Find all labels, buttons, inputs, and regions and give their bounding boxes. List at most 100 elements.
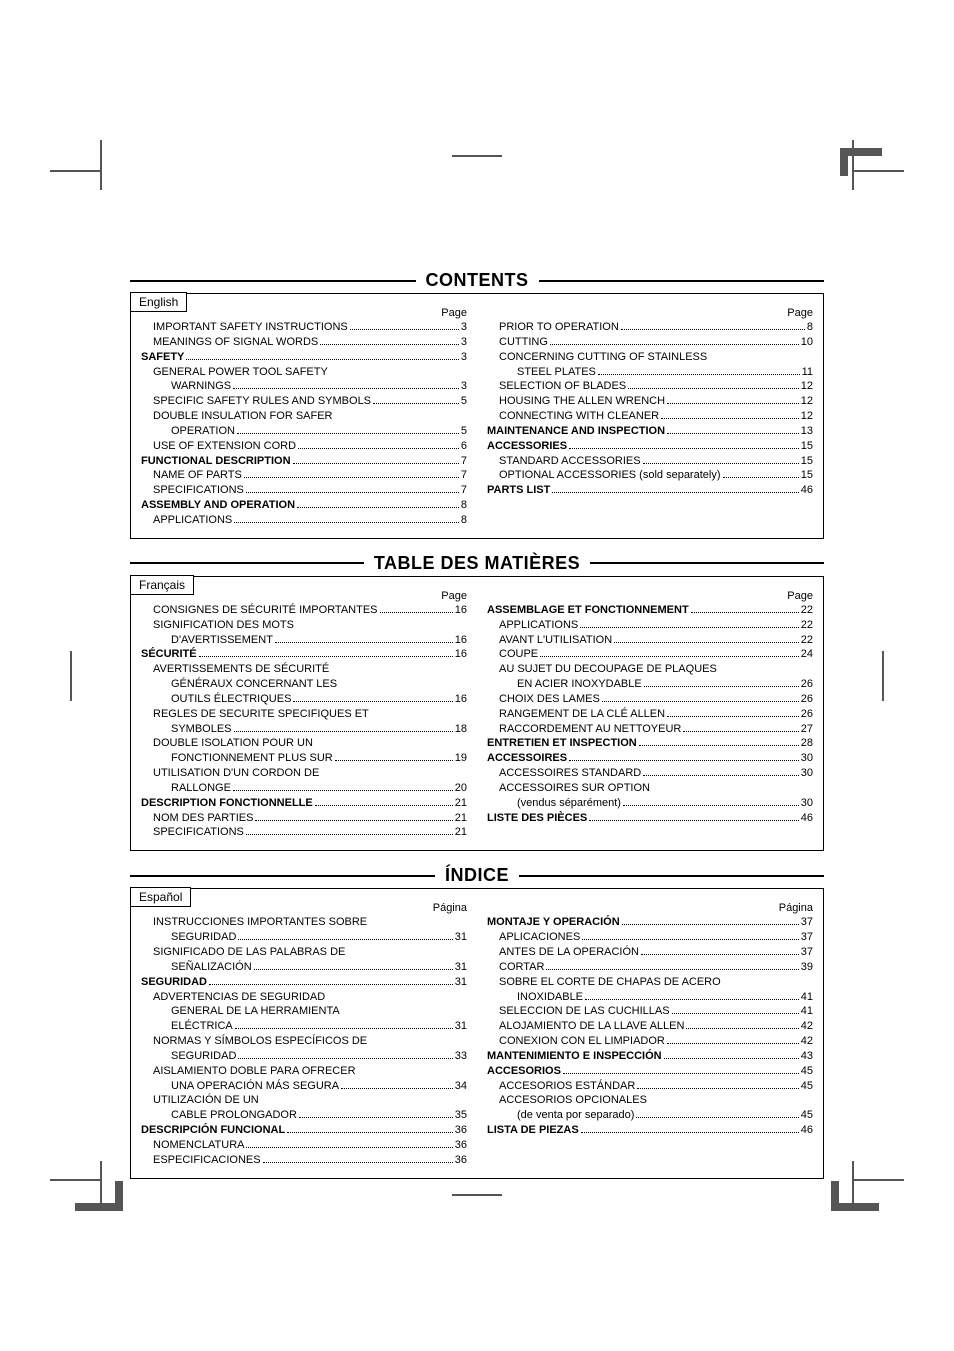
toc-leader-dots bbox=[380, 612, 453, 613]
language-tab: English bbox=[130, 292, 187, 312]
toc-leader-dots bbox=[602, 701, 799, 702]
toc-leader-dots bbox=[275, 642, 453, 643]
toc-page-number: 31 bbox=[455, 1019, 467, 1034]
toc-label: SPECIFICATIONS bbox=[141, 825, 244, 840]
toc-leader-dots bbox=[186, 359, 458, 360]
toc-label: HOUSING THE ALLEN WRENCH bbox=[487, 394, 665, 409]
toc-page-number: 11 bbox=[802, 365, 813, 380]
toc-entry: ELÉCTRICA31 bbox=[141, 1019, 467, 1034]
toc-entry: DESCRIPTION FONCTIONNELLE21 bbox=[141, 796, 467, 811]
toc-label: CONEXION CON EL LIMPIADOR bbox=[487, 1034, 665, 1049]
page-header-label: Page bbox=[487, 590, 813, 602]
toc-page-number: 21 bbox=[455, 811, 467, 826]
toc-entry: UTILISATION D'UN CORDON DE bbox=[141, 766, 467, 781]
toc-label: CABLE PROLONGADOR bbox=[141, 1108, 297, 1123]
page-header-label: Page bbox=[487, 307, 813, 319]
toc-label: NOM DES PARTIES bbox=[141, 811, 253, 826]
toc-entry: SELECTION OF BLADES12 bbox=[487, 379, 813, 394]
toc-page-number: 3 bbox=[461, 320, 467, 335]
toc-entry: USE OF EXTENSION CORD 6 bbox=[141, 439, 467, 454]
toc-leader-dots bbox=[598, 374, 800, 375]
toc-entry: ACCESORIOS45 bbox=[487, 1064, 813, 1079]
toc-page-number: 21 bbox=[455, 825, 467, 840]
toc-entry: INSTRUCCIONES IMPORTANTES SOBRE bbox=[141, 915, 467, 930]
toc-entry: DESCRIPCIÓN FUNCIONAL36 bbox=[141, 1123, 467, 1138]
toc-entry: SIGNIFICATION DES MOTS bbox=[141, 618, 467, 633]
toc-label: NAME OF PARTS bbox=[141, 468, 242, 483]
toc-page-number: 46 bbox=[801, 483, 813, 498]
toc-label: PARTS LIST bbox=[487, 483, 550, 498]
toc-label: ALOJAMIENTO DE LA LLAVE ALLEN bbox=[487, 1019, 684, 1034]
toc-page-number: 6 bbox=[461, 439, 467, 454]
toc-page-number: 16 bbox=[455, 647, 467, 662]
toc-entry: APLICACIONES37 bbox=[487, 930, 813, 945]
toc-entry: SEÑALIZACIÓN31 bbox=[141, 960, 467, 975]
rule bbox=[539, 280, 825, 282]
toc-page-number: 36 bbox=[455, 1138, 467, 1153]
toc-leader-dots bbox=[667, 433, 799, 434]
rule bbox=[130, 875, 435, 877]
toc-page-number: 15 bbox=[801, 454, 813, 469]
toc-label: SYMBOLES bbox=[141, 722, 232, 737]
toc-entry: SPECIFIC SAFETY RULES AND SYMBOLS5 bbox=[141, 394, 467, 409]
toc-label: (vendus séparément) bbox=[487, 796, 621, 811]
toc-entry: SAFETY3 bbox=[141, 350, 467, 365]
toc-label: SAFETY bbox=[141, 350, 184, 365]
toc-entry: AU SUJET DU DECOUPAGE DE PLAQUES bbox=[487, 662, 813, 677]
toc-label: AVANT L'UTILISATION bbox=[487, 633, 612, 648]
toc-entry: OUTILS ÉLECTRIQUES16 bbox=[141, 692, 467, 707]
toc-columns: PáginaINSTRUCCIONES IMPORTANTES SOBRESEG… bbox=[141, 902, 813, 1167]
toc-label: CONNECTING WITH CLEANER bbox=[487, 409, 659, 424]
toc-page-number: 35 bbox=[455, 1108, 467, 1123]
rule bbox=[519, 875, 824, 877]
toc-entry: CONNECTING WITH CLEANER12 bbox=[487, 409, 813, 424]
toc-leader-dots bbox=[582, 939, 798, 940]
toc-entry: COUPE24 bbox=[487, 647, 813, 662]
toc-label: USE OF EXTENSION CORD bbox=[141, 439, 296, 454]
toc-column: PagePRIOR TO OPERATION8CUTTING10CONCERNI… bbox=[487, 307, 813, 528]
toc-leader-dots bbox=[639, 745, 799, 746]
toc-entry: NOM DES PARTIES 21 bbox=[141, 811, 467, 826]
toc-entry: LISTA DE PIEZAS46 bbox=[487, 1123, 813, 1138]
toc-page-number: 8 bbox=[461, 498, 467, 513]
toc-entry: ANTES DE LA OPERACIÓN37 bbox=[487, 945, 813, 960]
toc-leader-dots bbox=[350, 329, 459, 330]
toc-label: FUNCTIONAL DESCRIPTION bbox=[141, 454, 291, 469]
toc-leader-dots bbox=[691, 612, 799, 613]
toc-leader-dots bbox=[569, 760, 799, 761]
toc-label: OPERATION bbox=[141, 424, 235, 439]
toc-leader-dots bbox=[589, 820, 799, 821]
toc-entry: MEANINGS OF SIGNAL WORDS3 bbox=[141, 335, 467, 350]
toc-leader-dots bbox=[643, 463, 799, 464]
toc-page-number: 16 bbox=[455, 603, 467, 618]
toc-page-number: 37 bbox=[801, 945, 813, 960]
toc-entry: SOBRE EL CORTE DE CHAPAS DE ACERO bbox=[487, 975, 813, 990]
toc-entry: ALOJAMIENTO DE LA LLAVE ALLEN42 bbox=[487, 1019, 813, 1034]
section-title-bar: CONTENTS bbox=[130, 270, 824, 291]
toc-entry: UTILIZACIÓN DE UN bbox=[141, 1093, 467, 1108]
toc-leader-dots bbox=[297, 507, 459, 508]
toc-label: OUTILS ÉLECTRIQUES bbox=[141, 692, 291, 707]
toc-label: SEGURIDAD bbox=[141, 1049, 236, 1064]
toc-entry: D'AVERTISSEMENT16 bbox=[141, 633, 467, 648]
toc-entry: AVANT L'UTILISATION22 bbox=[487, 633, 813, 648]
toc-label: MAINTENANCE AND INSPECTION bbox=[487, 424, 665, 439]
toc-entry: GÉNÉRAUX CONCERNANT LES bbox=[141, 677, 467, 692]
toc-leader-dots bbox=[667, 1043, 799, 1044]
toc-page-number: 46 bbox=[801, 811, 813, 826]
toc-entry: MANTENIMIENTO E INSPECCIÓN43 bbox=[487, 1049, 813, 1064]
toc-page-number: 37 bbox=[801, 930, 813, 945]
toc-page-number: 31 bbox=[455, 975, 467, 990]
toc-label: SÉCURITÉ bbox=[141, 647, 197, 662]
toc-label: RANGEMENT DE LA CLÉ ALLEN bbox=[487, 707, 665, 722]
registration-mark bbox=[75, 1181, 123, 1211]
toc-page-number: 31 bbox=[455, 960, 467, 975]
toc-page-number: 15 bbox=[801, 468, 813, 483]
toc-label: SELECCION DE LAS CUCHILLAS bbox=[487, 1004, 670, 1019]
toc-entry: ASSEMBLY AND OPERATION8 bbox=[141, 498, 467, 513]
toc-entry: INOXIDABLE41 bbox=[487, 990, 813, 1005]
section-title: ÍNDICE bbox=[435, 865, 519, 886]
toc-label: SEGURIDAD bbox=[141, 975, 207, 990]
toc-leader-dots bbox=[540, 656, 799, 657]
toc-page-number: 3 bbox=[461, 379, 467, 394]
